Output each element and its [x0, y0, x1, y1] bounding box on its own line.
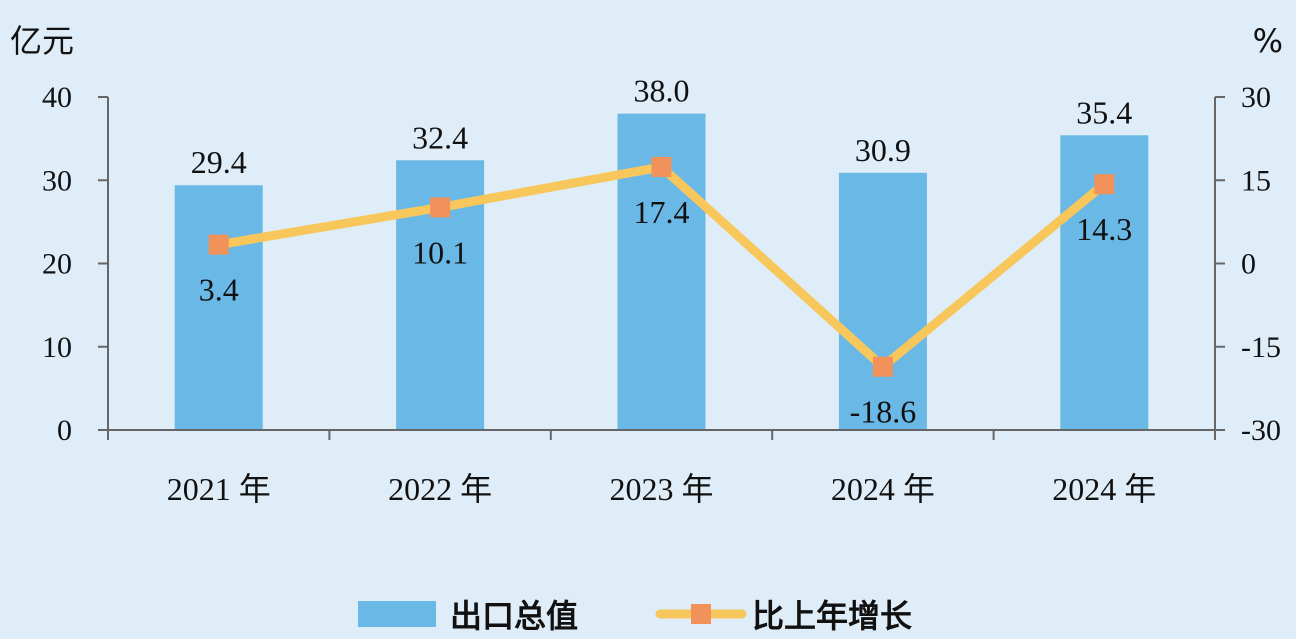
- left-tick-label: 20: [42, 248, 72, 281]
- growth-marker-2: [430, 197, 451, 218]
- growth-marker-3: [651, 156, 672, 177]
- growth-value-label: 3.4: [199, 272, 239, 308]
- growth-marker-4: [872, 356, 893, 377]
- legend-line-label: 比上年增长: [752, 597, 912, 635]
- left-axis-unit: 亿元: [10, 22, 74, 60]
- line-series: [208, 156, 1115, 377]
- growth-marker-5: [1094, 174, 1115, 195]
- x-tick-label: 2022 年: [388, 471, 492, 507]
- legend: 出口总值 比上年增长: [358, 597, 912, 635]
- data-labels: 29.4 32.4 38.0 30.9 35.4 3.4 10.1 17.4 -18.6 14.3: [191, 73, 1133, 430]
- growth-value-label: 10.1: [412, 234, 468, 270]
- axes: 0 10 20 30 40 -30 -15 0 15 30 2021 年 2022 年 2023 年 20…: [42, 81, 1281, 507]
- growth-value-label: 17.4: [634, 194, 690, 230]
- growth-value-label: -18.6: [850, 394, 917, 430]
- right-tick-label: 0: [1241, 248, 1256, 281]
- bar-value-label: 30.9: [855, 132, 911, 168]
- bar-value-label: 29.4: [191, 144, 247, 180]
- growth-value-label: 14.3: [1076, 211, 1132, 247]
- bar-4: [838, 172, 927, 430]
- right-tick-label: -30: [1241, 414, 1281, 447]
- x-tick-label: 2021 年: [167, 471, 271, 507]
- legend-line-marker: [691, 604, 711, 624]
- right-tick-label: -15: [1241, 331, 1281, 364]
- x-tick-label: 2024 年: [831, 471, 935, 507]
- right-tick-label: 30: [1241, 81, 1271, 114]
- bar-value-label: 32.4: [412, 119, 468, 155]
- right-tick-label: 15: [1241, 164, 1271, 197]
- bar-1: [174, 185, 263, 430]
- left-tick-label: 10: [42, 331, 72, 364]
- x-tick-label: 2024 年: [1052, 471, 1156, 507]
- bar-value-label: 35.4: [1076, 94, 1132, 130]
- bar-value-label: 38.0: [634, 73, 690, 109]
- left-tick-label: 40: [42, 81, 72, 114]
- left-tick-label: 0: [57, 414, 72, 447]
- right-axis-unit: %: [1253, 22, 1283, 60]
- x-tick-label: 2023 年: [609, 471, 713, 507]
- legend-bar-label: 出口总值: [450, 597, 578, 635]
- legend-bar-swatch: [358, 601, 436, 627]
- left-tick-label: 30: [42, 164, 72, 197]
- growth-marker-1: [208, 234, 229, 255]
